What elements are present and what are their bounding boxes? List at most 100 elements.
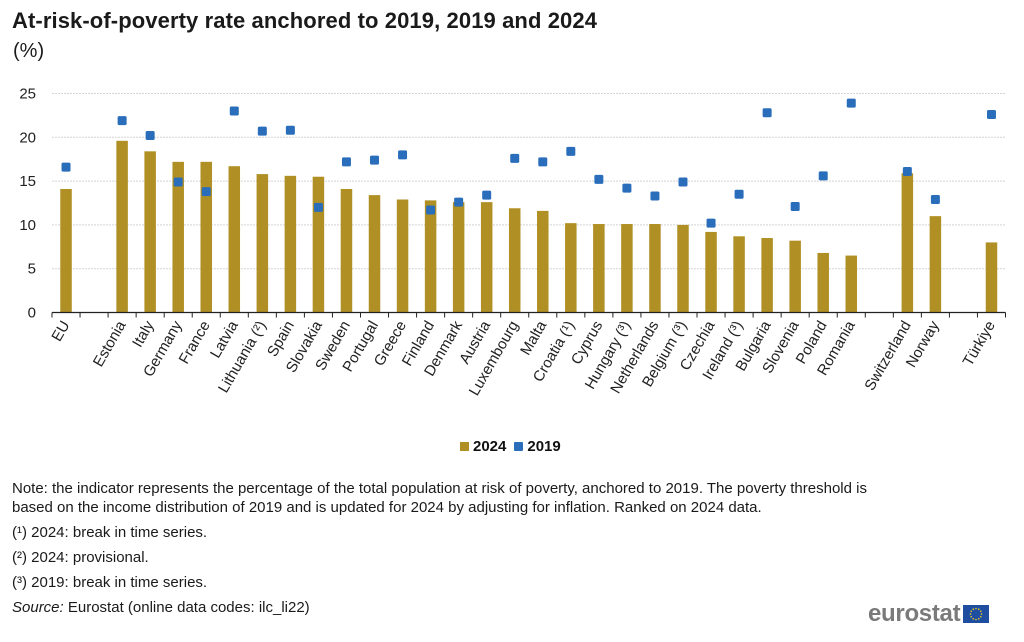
marker-2019 [846, 98, 856, 108]
bar-2024 [284, 175, 297, 313]
marker-2019 [201, 187, 211, 197]
marker-2019 [341, 157, 351, 167]
marker-2019 [678, 177, 688, 187]
marker-2019 [257, 126, 267, 136]
eu-star [969, 613, 972, 615]
marker-2019 [818, 171, 828, 181]
bar-2024 [228, 166, 241, 313]
x-tick-label: Italy [129, 318, 158, 351]
marker-2019 [986, 110, 996, 120]
x-axis-labels: EU Estonia ItalyGermanyFranceLatviaLithuan… [48, 317, 999, 398]
bar-2024 [565, 223, 577, 313]
x-tick-label: Estonia [90, 317, 130, 369]
marker-2019 [790, 202, 800, 212]
marker-2019 [650, 191, 660, 201]
bar-2024 [508, 208, 521, 313]
eu-star [978, 617, 980, 620]
marker-2019 [538, 157, 548, 167]
marker-2019 [930, 194, 940, 204]
y-tick-label: 15 [19, 173, 36, 190]
x-axis [51, 311, 1006, 318]
chart-subtitle: (%) [13, 40, 45, 62]
footnote-3: (³) 2019: break in time series. [12, 574, 208, 591]
y-tick-label: 20 [19, 129, 36, 146]
eu-star [970, 615, 973, 618]
marker-2019 [61, 162, 71, 172]
bar-2024 [340, 188, 353, 313]
bars-2024 [60, 140, 998, 313]
marker-2019 [173, 177, 183, 187]
legend-label-2024: 2024 [473, 438, 507, 455]
footnote-1: (¹) 2024: break in time series. [12, 524, 208, 541]
bar-2024 [144, 151, 156, 313]
bar-2024 [60, 188, 72, 313]
eu-flag-icon [963, 605, 990, 623]
bar-2024 [396, 199, 409, 313]
source-label: Source: [12, 599, 64, 616]
bar-2024 [929, 216, 942, 313]
bar-2024 [480, 202, 493, 313]
logo-text: eurostat [868, 600, 961, 627]
legend-label-2019: 2019 [527, 438, 561, 455]
source-line: Source: Eurostat (online data codes: ilc… [12, 598, 892, 617]
chart-title: At-risk-of-poverty rate anchored to 2019… [12, 8, 598, 33]
eu-star [980, 613, 983, 615]
marker-2019 [117, 116, 127, 126]
y-tick-label: 10 [19, 217, 36, 234]
marker-2019 [734, 189, 744, 199]
bar-2024 [677, 224, 689, 313]
eu-star [980, 610, 982, 613]
bar-2024 [256, 174, 269, 313]
legend: 2024 2019 [460, 438, 561, 455]
eu-star [975, 618, 978, 621]
eu-star [972, 608, 975, 611]
footnote-2: (²) 2024: provisional. [12, 549, 149, 566]
eu-star [975, 607, 978, 610]
legend-swatch-2019 [514, 442, 524, 451]
bar-2024 [761, 238, 773, 313]
bar-2024 [200, 161, 212, 313]
bar-2024 [705, 231, 717, 313]
note-main: Note: the indicator represents the perce… [12, 480, 867, 516]
x-tick-label: EU [48, 318, 73, 345]
marker-2019 [482, 190, 492, 200]
eu-star [980, 615, 982, 618]
legend-swatch-2024 [460, 442, 469, 451]
marker-2019 [510, 153, 520, 163]
marker-2019 [454, 197, 464, 207]
marker-2019 [313, 202, 323, 212]
marker-2019 [229, 106, 239, 116]
bar-2024 [424, 200, 437, 313]
bar-2024 [368, 195, 381, 313]
marker-2019 [902, 166, 912, 176]
y-tick-label: 25 [19, 86, 36, 103]
bar-2024 [116, 140, 128, 313]
eurostat-logo[interactable]: eurostat [868, 600, 990, 628]
eu-star [978, 608, 980, 611]
marker-2019 [594, 174, 604, 184]
legend-item-2024[interactable]: 2024 [460, 438, 506, 455]
bar-2024 [845, 255, 858, 313]
eu-star [972, 617, 975, 620]
marker-2019 [762, 108, 772, 118]
bar-2024 [901, 173, 914, 313]
x-tick-label: Türkiye [960, 318, 999, 369]
legend-item-2019[interactable]: 2019 [514, 438, 561, 455]
bar-2024 [649, 224, 661, 313]
marker-2019 [285, 125, 295, 135]
bar-2024 [817, 252, 829, 313]
y-tick-label: 0 [28, 305, 36, 322]
marker-2019 [566, 146, 576, 156]
marker-2019 [370, 155, 380, 165]
eu-star [970, 610, 973, 613]
marker-2019 [622, 183, 632, 193]
marker-2019 [706, 218, 716, 228]
bar-2024 [733, 236, 745, 313]
marker-2019 [145, 131, 155, 141]
bar-2024 [312, 176, 325, 313]
bar-2024 [621, 224, 633, 313]
source-text: Eurostat (online data codes: ilc_li22) [63, 599, 310, 616]
y-tick-label: 5 [28, 261, 36, 278]
bar-2024 [452, 202, 465, 313]
